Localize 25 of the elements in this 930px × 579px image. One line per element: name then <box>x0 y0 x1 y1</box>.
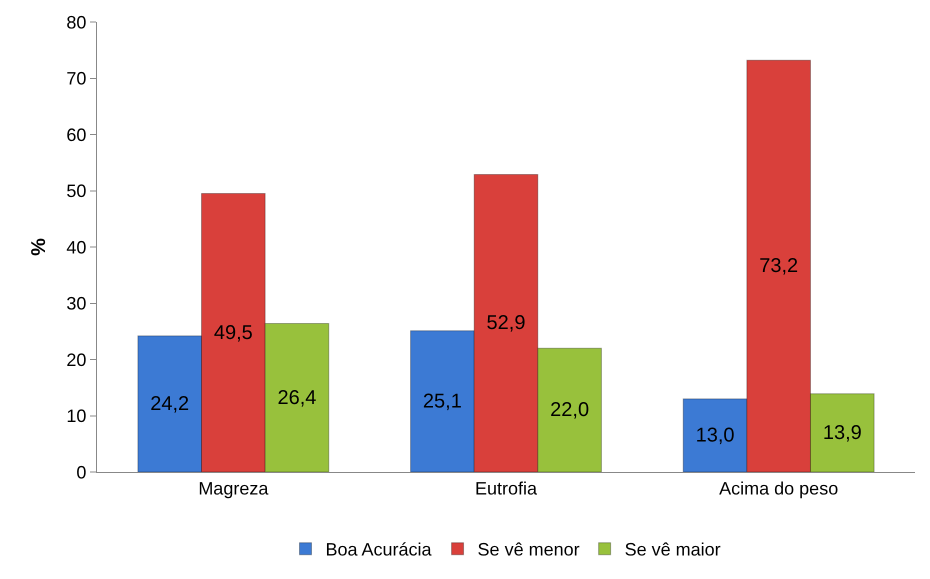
legend-label: Se vê menor <box>478 540 580 560</box>
y-tick-label: 70 <box>66 68 86 89</box>
y-tick-label: 80 <box>66 12 86 32</box>
data-label: 13,0 <box>696 424 735 446</box>
x-tick-label: Magreza <box>198 478 270 499</box>
x-tick-label: Acima do peso <box>719 478 838 499</box>
data-label: 26,4 <box>277 386 316 409</box>
data-label: 49,5 <box>214 322 253 344</box>
y-tick-label: 50 <box>66 181 86 202</box>
y-tick-label: 10 <box>66 406 86 426</box>
y-tick-label: 60 <box>66 124 86 145</box>
y-tick-label: 40 <box>66 237 86 258</box>
y-axis-title: % <box>28 238 50 256</box>
data-label: 73,2 <box>759 255 798 278</box>
data-label: 13,9 <box>822 422 862 444</box>
legend-label: Se vê maior <box>624 540 721 560</box>
data-label: 52,9 <box>486 312 526 334</box>
legend-label: Boa Acurácia <box>326 540 433 560</box>
data-label: 24,2 <box>150 392 190 415</box>
data-label: 25,1 <box>422 390 462 412</box>
y-tick-label: 30 <box>66 294 86 314</box>
x-tick-label: Eutrofia <box>474 478 538 499</box>
data-label: 22,0 <box>550 399 590 422</box>
y-tick-label: 20 <box>66 350 86 370</box>
y-tick-label: 0 <box>76 462 86 482</box>
